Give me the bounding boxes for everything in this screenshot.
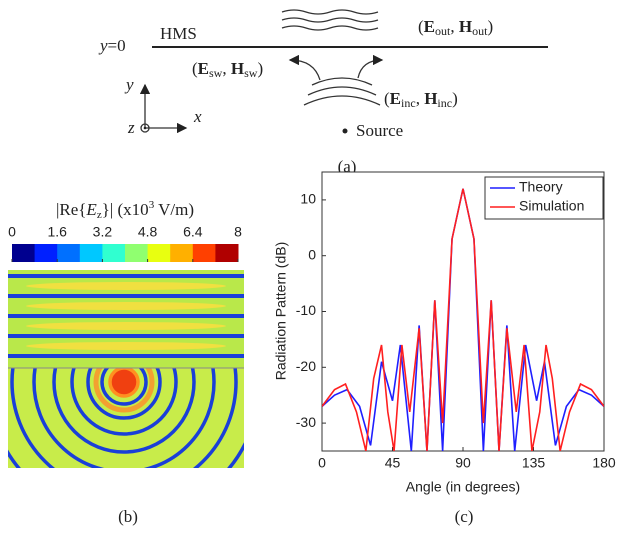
x-tick-label: 90: [455, 455, 471, 471]
colorbar-tick-label: 8: [234, 224, 242, 240]
y-tick-label: 0: [308, 246, 316, 262]
x-tick-label: 135: [522, 455, 546, 471]
surface-wave-label: (Esw, Hsw): [192, 59, 263, 80]
colorbar-tick-label: 3.2: [93, 224, 113, 240]
colorbar-cell: [102, 244, 126, 262]
legend-label: Theory: [519, 179, 563, 195]
axis-x-label: x: [193, 107, 202, 126]
colorbar-cell: [215, 244, 239, 262]
y-axis-title: Radiation Pattern (dB): [273, 242, 289, 381]
colorbar-cell: [125, 244, 149, 262]
colorbar-cell: [34, 244, 58, 262]
colorbar-tick-label: 6.4: [183, 224, 203, 240]
x-tick-label: 45: [385, 455, 401, 471]
legend-box: [484, 176, 604, 220]
legend-label: Simulation: [519, 198, 584, 214]
colorbar-cell: [147, 244, 171, 262]
colorbar-cell: [79, 244, 103, 262]
outgoing-label: (Eout, Hout): [418, 17, 493, 38]
panel-label: (c): [455, 507, 474, 526]
surface-label: HMS: [160, 24, 197, 43]
colorbar-cell: [192, 244, 216, 262]
plot-lines: [322, 188, 604, 451]
panel-label: (a): [338, 157, 357, 176]
field-map: [8, 270, 244, 468]
colorbar-cell: [12, 244, 36, 262]
colorbar-tick-label: 4.8: [138, 224, 158, 240]
source-label: Source: [356, 121, 403, 140]
y-tick-label: -10: [296, 302, 316, 318]
x-tick-label: 180: [592, 455, 616, 471]
y-tick-label: -30: [296, 414, 316, 430]
panel-a: y=0 HMS (Eout, Hout) (Esw, Hsw) (Einc, H…: [98, 9, 548, 176]
x-tick-label: 0: [318, 455, 326, 471]
colorbar-title: |Re{Ez}| (x103 V/m): [56, 199, 194, 221]
incident-label: (Einc, Hinc): [384, 89, 458, 110]
boundary-label: y=0: [98, 36, 126, 55]
panel-label: (b): [118, 507, 138, 526]
axis-z-label: z: [127, 118, 135, 137]
colorbar-tick-label: 0: [8, 224, 16, 240]
y-tick-label: 10: [300, 191, 316, 207]
colorbar-cell: [170, 244, 194, 262]
colorbar-tick-label: 1.6: [47, 224, 67, 240]
x-axis-title: Angle (in degrees): [406, 479, 520, 495]
colorbar-cell: [57, 244, 81, 262]
y-tick-label: -20: [296, 358, 316, 374]
series-line: [322, 188, 604, 451]
axis-y-label: y: [124, 75, 134, 94]
panel-b: |Re{Ez}| (x103 V/m): [8, 199, 244, 526]
